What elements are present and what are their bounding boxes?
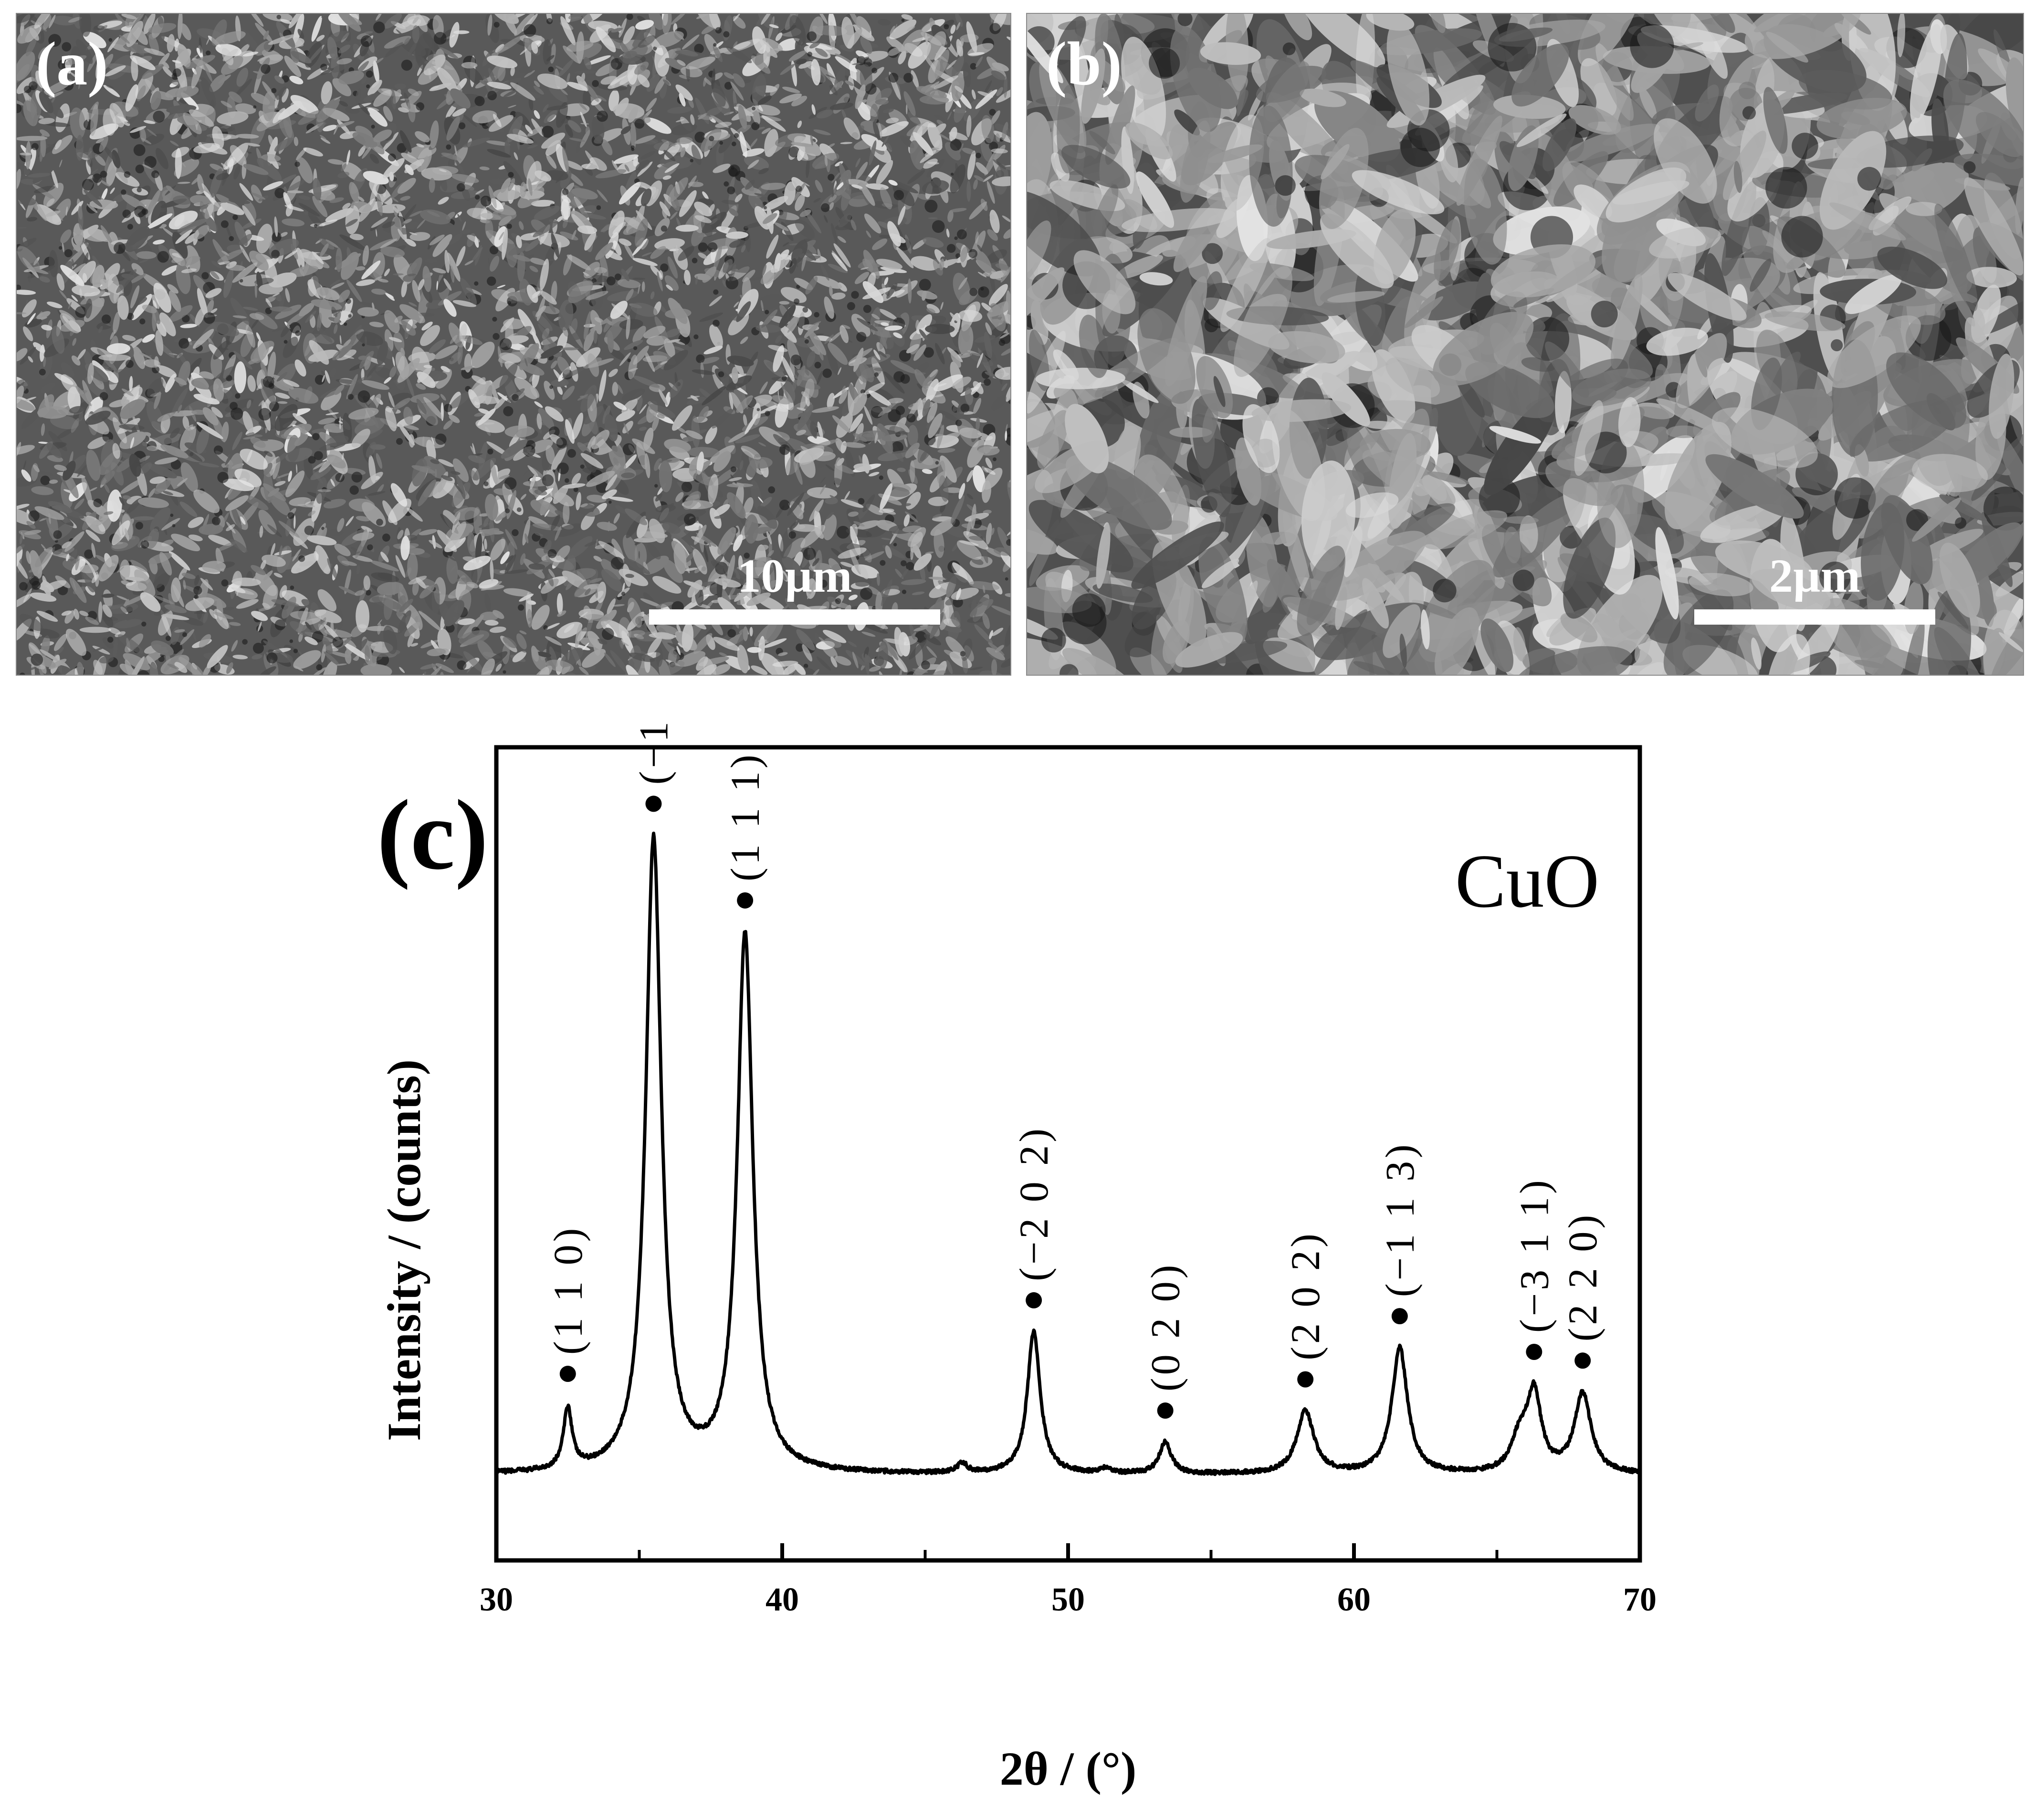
peak-marker-dot — [1297, 1371, 1314, 1388]
peak-label: (−3 1 1) — [1511, 1177, 1557, 1333]
peak-label: (−2 0 2) — [1011, 1126, 1057, 1281]
sem-image-a — [17, 14, 1010, 675]
peak-marker-dot — [559, 1366, 576, 1382]
x-tick-label-30: 30 — [480, 1581, 513, 1618]
panel-label-a: (a) — [36, 30, 108, 98]
x-tick-label-40: 40 — [766, 1581, 799, 1618]
scale-bar-a — [649, 609, 940, 625]
sem-image-b — [1027, 14, 2023, 675]
peak-marker-dot — [645, 795, 662, 812]
scale-bar-b — [1694, 609, 1935, 625]
sem-panel-b: (b) 2µm — [1026, 13, 2024, 676]
x-tick-label-60: 60 — [1337, 1581, 1371, 1618]
peak-marker-dot — [1157, 1402, 1174, 1419]
cuo-annotation: CuO — [1455, 838, 1599, 923]
peak-label: (1 1 0) — [545, 1225, 591, 1355]
x-axis-ticks: 30 40 50 60 70 — [480, 1543, 1657, 1618]
xrd-chart: 30 40 50 60 70 (1 1 0) (−1 1 1) (1 1 1) (−2 0 2… — [377, 706, 1657, 1795]
peak-label: (−1 1 1) — [630, 706, 676, 784]
peak-marker-dot — [1391, 1308, 1408, 1325]
scale-bar-label-b: 2µm — [1769, 549, 1860, 602]
xrd-pattern-line — [494, 831, 1642, 1476]
peak-marker-dot — [1574, 1352, 1591, 1369]
peak-label: (−1 1 3) — [1377, 1141, 1423, 1297]
panel-label-c: (c) — [377, 780, 488, 890]
peak-markers: (1 1 0) (−1 1 1) (1 1 1) (−2 0 2) (0 2 0) (2 … — [545, 706, 1605, 1419]
peak-label: (1 1 1) — [722, 752, 768, 881]
peak-marker-dot — [1026, 1292, 1042, 1308]
sem-panel-a: (a) 10µm — [16, 13, 1011, 676]
peak-label: (2 2 0) — [1560, 1212, 1605, 1341]
panel-label-b: (b) — [1046, 30, 1122, 98]
y-axis-label: Intensity / (counts) — [378, 1059, 430, 1441]
x-tick-label-50: 50 — [1051, 1581, 1085, 1618]
peak-marker-dot — [1526, 1344, 1542, 1360]
scale-bar-label-a: 10µm — [737, 549, 852, 602]
peak-marker-dot — [737, 892, 754, 909]
x-axis-label: 2θ / (°) — [1000, 1742, 1137, 1795]
x-tick-label-70: 70 — [1623, 1581, 1657, 1618]
peak-label: (0 2 0) — [1143, 1262, 1188, 1391]
peak-label: (2 0 2) — [1282, 1231, 1328, 1360]
